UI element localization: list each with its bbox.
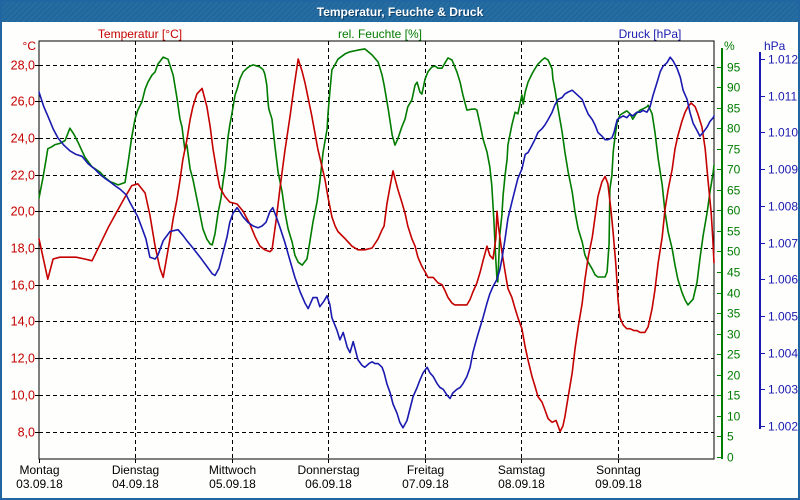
temp-axis-tick-label: 22,0 <box>11 169 35 183</box>
day-name-label: Mittwoch <box>209 463 256 477</box>
pressure-axis-tick-label: 1.004 <box>768 347 798 361</box>
axes-layer <box>35 40 765 463</box>
pressure-axis-tick-label: 1.007 <box>768 237 798 251</box>
pressure-axis-tick-label: 1.010 <box>768 126 798 140</box>
day-date-label: 07.09.18 <box>402 477 449 491</box>
temp-axis-tick-label: 24,0 <box>11 132 35 146</box>
humidity-axis-tick-label: 15 <box>727 389 741 403</box>
curves-layer <box>38 48 715 433</box>
temp-axis-tick-label: 18,0 <box>11 242 35 256</box>
pressure-axis-tick-label: 1.009 <box>768 163 798 177</box>
pressure-axis-tick-label: 1.005 <box>768 310 798 324</box>
day-name-label: Samstag <box>498 463 545 477</box>
day-name-label: Sonntag <box>596 463 641 477</box>
pressure-axis-tick-label: 1.012 <box>768 53 798 67</box>
humidity-axis-tick-label: 75 <box>727 143 741 157</box>
legend-humidity: rel. Feuchte [%] <box>337 27 423 41</box>
window-title: Temperatur, Feuchte & Druck <box>316 5 484 19</box>
humidity-axis-tick-label: 85 <box>727 102 741 116</box>
day-name-label: Freitag <box>407 463 444 477</box>
humidity-axis-tick-label: 70 <box>727 163 741 177</box>
humidity-axis-tick-label: 40 <box>727 287 741 301</box>
pressure-curve <box>38 56 715 429</box>
temp-axis-tick-label: 12,0 <box>11 352 35 366</box>
temp-axis-tick-label: 14,0 <box>11 315 35 329</box>
temp-axis-tick-label: 20,0 <box>11 205 35 219</box>
pressure-unit-label: hPa <box>764 39 786 53</box>
humidity-axis-tick-label: 65 <box>727 184 741 198</box>
temp-axis-tick-label: 8,0 <box>18 426 35 440</box>
pressure-axis-tick-label: 1.002 <box>768 420 798 434</box>
humidity-axis-tick-label: 35 <box>727 307 741 321</box>
humidity-axis-tick-label: 55 <box>727 225 741 239</box>
pressure-axis-tick-label: 1.008 <box>768 200 798 214</box>
legend-temperature: Temperatur [°C] <box>97 27 183 41</box>
humidity-axis-tick-label: 5 <box>727 430 734 444</box>
day-name-label: Dienstag <box>112 463 159 477</box>
humidity-axis-tick-label: 90 <box>727 81 741 95</box>
humidity-axis-tick-label: 80 <box>727 122 741 136</box>
pressure-axis-tick-label: 1.006 <box>768 273 798 287</box>
humidity-axis-tick-label: 0 <box>727 451 734 465</box>
humidity-axis-tick-label: 95 <box>727 61 741 75</box>
temperature-unit-label: °C <box>22 39 36 53</box>
temp-axis-tick-label: 16,0 <box>11 279 35 293</box>
day-date-label: 08.09.18 <box>498 477 545 491</box>
pressure-axis-tick-label: 1.003 <box>768 383 798 397</box>
humidity-axis-tick-label: 25 <box>727 348 741 362</box>
day-name-label: Montag <box>19 463 59 477</box>
day-date-label: 04.09.18 <box>112 477 159 491</box>
day-date-label: 06.09.18 <box>305 477 352 491</box>
title-bar[interactable]: Temperatur, Feuchte & Druck <box>2 2 798 22</box>
humidity-axis-tick-label: 50 <box>727 245 741 259</box>
tick-labels-layer: 28,0 26,0 24,0 22,0 20,0 18,0 16,0 14,0 12,0 10,0… <box>11 53 799 492</box>
day-date-label: 03.09.18 <box>16 477 63 491</box>
temp-axis-tick-label: 26,0 <box>11 95 35 109</box>
grid-layer <box>39 41 714 459</box>
humidity-curve <box>38 48 715 306</box>
humidity-axis-tick-label: 20 <box>727 369 741 383</box>
humidity-axis-tick-label: 45 <box>727 266 741 280</box>
legend-pressure: Druck [hPa] <box>618 27 682 41</box>
humidity-unit-label: % <box>724 39 735 53</box>
day-date-label: 09.09.18 <box>595 477 642 491</box>
temperature-curve <box>38 58 715 433</box>
day-date-label: 05.09.18 <box>209 477 256 491</box>
humidity-axis-tick-label: 60 <box>727 204 741 218</box>
humidity-axis-tick-label: 10 <box>727 410 741 424</box>
day-name-label: Donnerstag <box>297 463 359 477</box>
temp-axis-tick-label: 28,0 <box>11 59 35 73</box>
pressure-axis-tick-label: 1.011 <box>768 90 797 104</box>
temp-axis-tick-label: 10,0 <box>11 389 35 403</box>
humidity-axis-tick-label: 30 <box>727 328 741 342</box>
